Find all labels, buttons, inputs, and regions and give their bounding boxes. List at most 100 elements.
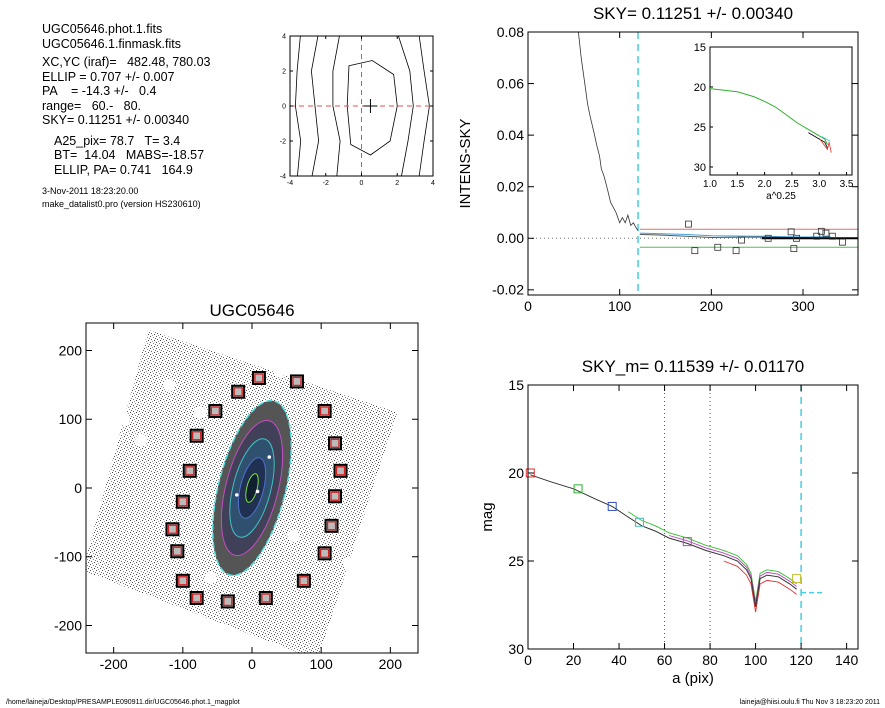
- contour-line: [332, 36, 341, 176]
- sky-box-point: [732, 247, 740, 255]
- contour-xtick-label: -2: [323, 180, 329, 187]
- contour-ytick-label: -2: [280, 138, 286, 145]
- sky-sample-box: [317, 546, 332, 561]
- sky-sample-box: [175, 494, 190, 509]
- sky-sample-box: [333, 463, 348, 478]
- sky-sample-inner: [178, 497, 188, 507]
- sky-ytick-label: -0.02: [492, 282, 524, 298]
- sky-box-point: [822, 229, 830, 237]
- range: range= 60.- 80.: [42, 98, 142, 113]
- sky-ytick-label: 0.02: [497, 179, 524, 195]
- contour-line: [310, 36, 320, 176]
- mag-box-point: [573, 484, 583, 494]
- sky-sample-inner: [233, 387, 243, 397]
- sky-ylabel: INTENS-SKY: [457, 118, 474, 208]
- mag-ytick-label: 25: [508, 553, 524, 569]
- sky-sample-inner: [319, 548, 330, 558]
- bt-value: BT= 14.04 MABS=-18.57: [54, 148, 205, 162]
- sky-sample-box: [296, 573, 311, 588]
- sky-box-point: [839, 238, 846, 246]
- sky-sample-box: [189, 428, 204, 443]
- sky-sample-box: [328, 489, 342, 504]
- mag-box-point: [607, 501, 617, 511]
- contour-xtick-label: 4: [431, 180, 435, 187]
- image-xtick-label: 100: [309, 656, 333, 672]
- footer-user: laineja@hiisi.oulu.fi Thu Nov 3 18:23:20…: [740, 699, 880, 706]
- masked-star: [194, 406, 207, 419]
- sky-title: SKY= 0.11251 +/- 0.00340: [593, 4, 793, 23]
- program-version: make_datalist0.pro (version HS230610): [42, 199, 201, 209]
- ellip-pa-value: ELLIP, PA= 0.741 164.9: [54, 162, 193, 177]
- sky-sample-box: [170, 544, 185, 559]
- sky-box-point: [714, 243, 722, 251]
- mag-xtick-label: 20: [566, 652, 582, 668]
- sky-box-point: [691, 247, 699, 255]
- inset-ytick-label: 25: [694, 122, 706, 134]
- sky-box-point: [817, 227, 825, 235]
- mag-box-point: [792, 574, 802, 584]
- contour-line: [346, 60, 398, 156]
- sky-sample-box: [165, 522, 180, 537]
- galaxy-ellipse-fit: [212, 399, 292, 577]
- inset-xtick-label: 3.0: [812, 179, 826, 190]
- sky-sample-box: [289, 374, 304, 389]
- star-point: [234, 493, 239, 497]
- contour-xtick-label: 2: [395, 180, 399, 187]
- contour-line: [294, 36, 302, 176]
- mag-profile: [530, 474, 797, 607]
- inset-xtick-label: 1.5: [730, 179, 744, 190]
- sky-box-point: [738, 236, 745, 244]
- timestamp: 3-Nov-2011 18:23:20.00: [42, 186, 139, 196]
- mag-ytick-label: 15: [508, 377, 524, 393]
- mag-xtick-label: 60: [657, 652, 673, 668]
- image-title: UGC05646: [209, 301, 294, 320]
- sky-sample-box: [220, 594, 235, 609]
- mag-xtick-label: 120: [789, 652, 813, 668]
- image-ytick-label: -200: [54, 617, 82, 633]
- sky-panel: SKY= 0.11251 +/- 0.00340 INTENS-SKY 0 100 20…: [457, 4, 859, 314]
- mag-red-curve: [723, 560, 797, 613]
- sky-sample-inner: [192, 593, 202, 603]
- sky-box-point: [793, 234, 800, 242]
- mag-box-point: [635, 517, 645, 527]
- mag-ylabel: mag: [479, 502, 496, 531]
- sky-sample-box: [258, 591, 273, 605]
- masked-star: [349, 372, 362, 384]
- sky-ytick-label: 0.06: [497, 75, 524, 91]
- sky-sample-inner: [319, 406, 330, 416]
- intens-profile: [578, 32, 639, 231]
- masked-star: [135, 433, 148, 446]
- contour-xtick-label: 0: [360, 180, 364, 187]
- sky-box-point: [685, 220, 692, 228]
- sky-value: SKY= 0.11251 +/- 0.00340: [42, 113, 190, 127]
- sky-sample-inner: [261, 593, 271, 603]
- image-ytick-label: 0: [74, 480, 82, 496]
- center-coords: XC,YC (iraf)= 482.48, 780.03: [42, 55, 211, 69]
- mag-title: SKY_m= 0.11539 +/- 0.01170: [582, 357, 804, 376]
- a25-value: A25_pix= 78.7 T= 3.4: [54, 133, 181, 148]
- file-phot: UGC05646.phot.1.fits: [42, 22, 163, 36]
- mag-xlabel: a (pix): [672, 670, 714, 687]
- sky-sample-inner: [192, 431, 202, 441]
- sky-xtick-label: 0: [524, 298, 532, 314]
- file-mask: UGC05646.1.finmask.fits: [42, 36, 181, 51]
- contour-ytick-label: 2: [282, 68, 286, 75]
- image-data: [86, 329, 398, 653]
- mag-xtick-label: 140: [835, 652, 859, 668]
- mag-box-point: [682, 537, 692, 547]
- masked-star: [273, 365, 286, 378]
- sky-sample-box: [189, 591, 204, 605]
- sky-sample-inner: [330, 438, 340, 448]
- contour-ytick-label: 0: [282, 103, 286, 110]
- masked-star: [118, 413, 131, 426]
- inset-xtick-label: 2.0: [758, 179, 772, 190]
- contour-panel: -4 -2 0 2 4 -4 -2 0 2 4: [280, 33, 435, 187]
- inset-xtick-label: 2.5: [785, 179, 799, 190]
- position-angle: PA = -14.3 +/- 0.4: [42, 84, 157, 98]
- image-ytick-label: -100: [54, 549, 82, 565]
- image-xtick-label: 200: [379, 656, 403, 672]
- inset-red-curve: [818, 137, 832, 153]
- masked-star: [204, 571, 217, 584]
- sky-box-point: [813, 232, 821, 240]
- sky-sample-box: [231, 384, 246, 399]
